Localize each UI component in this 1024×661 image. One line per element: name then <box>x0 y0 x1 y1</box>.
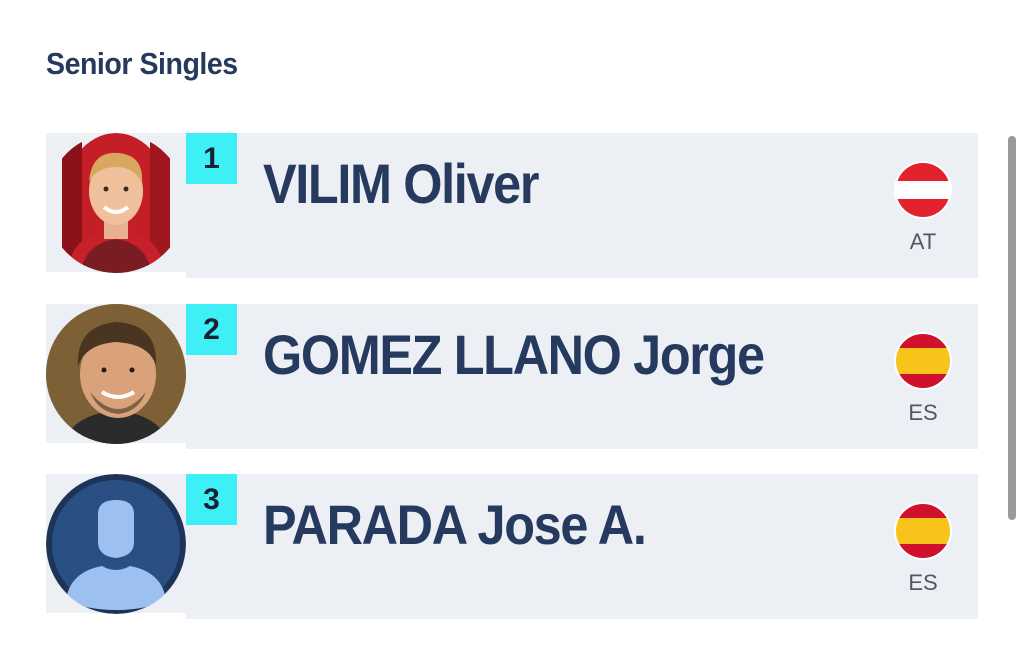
country-code: ES <box>908 570 938 595</box>
default-avatar-icon <box>46 474 186 614</box>
country-code: ES <box>908 400 938 425</box>
rank-badge: 2 <box>186 304 237 355</box>
spain-flag-icon <box>894 332 952 390</box>
player-name[interactable]: VILIM Oliver <box>263 152 539 215</box>
austria-flag-icon <box>894 161 952 219</box>
player-name[interactable]: GOMEZ LLANO Jorge <box>263 323 765 386</box>
player-avatar <box>46 304 186 444</box>
section-title: Senior Singles <box>46 46 238 81</box>
player-avatar <box>46 133 186 273</box>
player-name[interactable]: PARADA Jose A. <box>263 493 647 556</box>
spain-flag-icon <box>894 502 952 560</box>
country-code: AT <box>909 229 937 254</box>
scrollbar[interactable] <box>1008 136 1016 520</box>
player-row[interactable]: 1 VILIM Oliver AT <box>46 133 978 278</box>
rank-badge: 1 <box>186 133 237 184</box>
player-row[interactable]: 2 GOMEZ LLANO Jorge ES <box>46 304 978 449</box>
rank-badge: 3 <box>186 474 237 525</box>
player-row[interactable]: 3 PARADA Jose A. ES <box>46 474 978 619</box>
